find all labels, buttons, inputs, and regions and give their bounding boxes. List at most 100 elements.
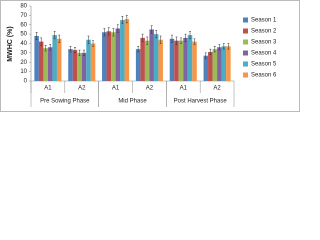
error-bar bbox=[103, 28, 106, 37]
error-bar bbox=[44, 45, 47, 52]
legend-swatch bbox=[243, 28, 248, 34]
error-bar bbox=[125, 15, 128, 24]
bar bbox=[174, 40, 179, 81]
y-tick-label: 60 bbox=[20, 22, 27, 28]
bar bbox=[217, 47, 222, 81]
bar bbox=[144, 40, 150, 81]
bar bbox=[140, 37, 145, 81]
legend-swatch bbox=[243, 39, 248, 45]
legend-label: Season 2 bbox=[251, 29, 277, 35]
error-bar bbox=[193, 38, 196, 45]
bar bbox=[38, 41, 44, 81]
error-bar bbox=[146, 36, 149, 45]
bar bbox=[149, 29, 154, 81]
error-bar bbox=[227, 43, 230, 50]
error-bar bbox=[213, 46, 216, 53]
bar bbox=[124, 19, 130, 81]
error-bar bbox=[92, 40, 95, 47]
phase-label: Post Harvest Phase bbox=[174, 99, 228, 105]
error-bar bbox=[53, 31, 56, 40]
bar bbox=[135, 49, 141, 81]
error-bar bbox=[116, 24, 119, 33]
error-bar bbox=[137, 46, 140, 53]
x-tick-label: A2 bbox=[78, 86, 86, 92]
error-bar bbox=[35, 32, 38, 40]
legend-swatch bbox=[243, 72, 248, 78]
error-bar bbox=[189, 31, 192, 40]
bar bbox=[81, 52, 87, 81]
bar bbox=[120, 20, 125, 81]
bar bbox=[77, 52, 82, 81]
x-tick-label: A1 bbox=[44, 86, 52, 92]
bar bbox=[208, 51, 213, 81]
error-bar bbox=[222, 43, 225, 50]
y-tick-label: 70 bbox=[20, 13, 27, 19]
error-bar bbox=[170, 34, 173, 43]
x-tick-label: A1 bbox=[180, 86, 188, 92]
error-bar bbox=[209, 48, 212, 55]
bar bbox=[34, 36, 39, 81]
error-bar bbox=[179, 37, 182, 44]
legend-label: Season 4 bbox=[251, 51, 277, 57]
bar bbox=[192, 41, 197, 81]
y-tick-label: 40 bbox=[20, 41, 27, 47]
y-tick-label: 30 bbox=[20, 50, 27, 56]
legend-label: Season 5 bbox=[251, 62, 277, 68]
phase-label: Pre Sowing Phase bbox=[40, 99, 90, 105]
bar bbox=[47, 47, 53, 81]
bar bbox=[68, 49, 73, 81]
error-bar bbox=[204, 52, 207, 59]
legend-label: Season 6 bbox=[251, 73, 277, 79]
chart: MWHC (%) 0 10 20 30 40 50 60 70 80 A1 A2 A1 A2 A1 A2 Pr… bbox=[0, 0, 300, 112]
error-bar bbox=[69, 46, 72, 53]
error-bar bbox=[175, 36, 178, 45]
bar bbox=[212, 49, 218, 81]
x-tick-label: A1 bbox=[112, 86, 120, 92]
x-tick-label: A2 bbox=[213, 86, 221, 92]
error-bar bbox=[107, 27, 110, 36]
legend-label: Season 3 bbox=[251, 40, 277, 46]
error-bar bbox=[73, 47, 76, 54]
error-bar bbox=[83, 49, 86, 56]
bar bbox=[43, 48, 48, 81]
x-tick-label: A2 bbox=[146, 86, 154, 92]
y-tick-label: 20 bbox=[20, 60, 27, 66]
bar bbox=[111, 32, 116, 81]
bar bbox=[52, 35, 57, 81]
bar bbox=[153, 34, 159, 81]
y-tick-label: 50 bbox=[20, 32, 27, 38]
bar bbox=[183, 37, 188, 81]
legend-swatch bbox=[243, 50, 248, 56]
bar bbox=[178, 40, 184, 81]
bar bbox=[226, 46, 231, 81]
error-bar bbox=[159, 35, 162, 44]
error-bar bbox=[49, 44, 52, 51]
bar bbox=[72, 50, 78, 81]
bar bbox=[86, 39, 91, 81]
error-bar bbox=[184, 33, 187, 42]
error-bar bbox=[150, 25, 153, 34]
bar bbox=[221, 46, 227, 81]
bar bbox=[115, 28, 121, 81]
phase-label: Mid Phase bbox=[118, 99, 147, 105]
bar bbox=[158, 39, 163, 81]
bar bbox=[106, 31, 112, 81]
bar bbox=[169, 38, 175, 81]
legend-swatch bbox=[243, 17, 248, 23]
y-tick-label: 10 bbox=[20, 69, 27, 75]
y-tick-label: 0 bbox=[24, 79, 28, 85]
bar bbox=[187, 35, 193, 81]
error-bar bbox=[141, 33, 144, 42]
error-bar bbox=[58, 34, 61, 43]
error-bar bbox=[112, 28, 115, 37]
error-bar bbox=[155, 30, 158, 39]
y-tick-label: 80 bbox=[20, 4, 27, 10]
error-bar bbox=[87, 35, 90, 44]
legend-label: Season 1 bbox=[251, 18, 277, 24]
bar bbox=[56, 38, 62, 81]
legend-swatch bbox=[243, 61, 248, 67]
error-bar bbox=[121, 16, 124, 25]
error-bar bbox=[78, 49, 81, 56]
bar bbox=[102, 32, 107, 81]
bar bbox=[203, 55, 209, 81]
